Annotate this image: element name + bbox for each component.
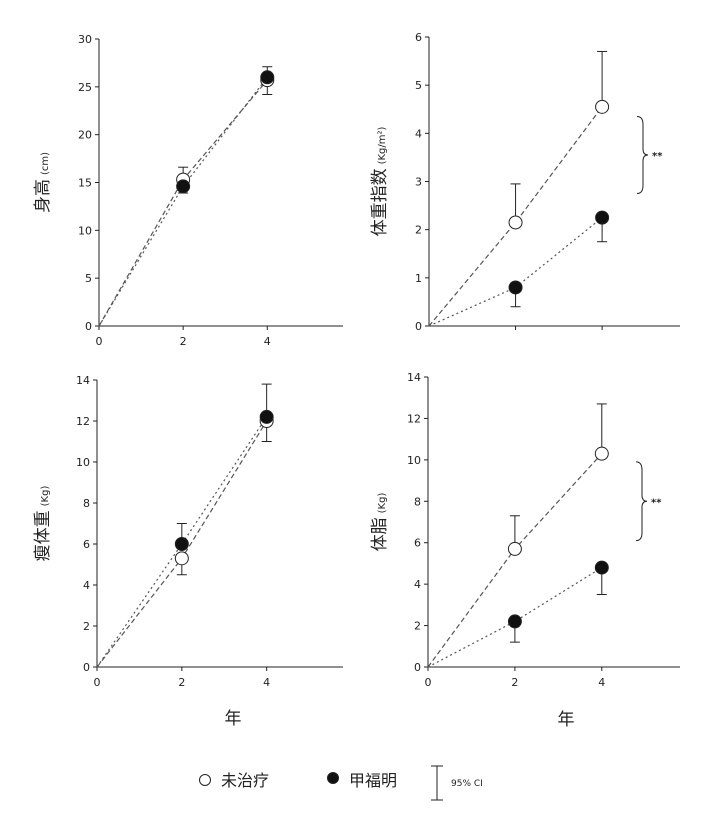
- data-point-untreated: [595, 99, 610, 114]
- x-tick-label: 2: [511, 676, 518, 689]
- y-tick-label: 0: [415, 320, 422, 333]
- y-tick-label: 12: [76, 415, 90, 428]
- data-point-untreated: [507, 541, 522, 556]
- data-point-treated: [259, 409, 274, 424]
- y-tick-label: 5: [415, 79, 422, 92]
- y-tick-label: 20: [78, 129, 92, 142]
- y-axis-label-unit: (Kg): [377, 493, 388, 514]
- x-tick-label: 4: [264, 335, 271, 348]
- series-line-untreated: [98, 79, 268, 327]
- legend-treated-label: 甲福明: [349, 771, 397, 790]
- x-tick-label: 0: [425, 676, 432, 689]
- y-axis-label: 体重指数 (Kg/m²): [370, 126, 390, 236]
- y-tick-label: 4: [414, 578, 421, 591]
- y-axis-label-main: 瘦体重: [33, 510, 53, 561]
- panel-1: 0 5 10 15 20 25 30 0 2 4 身高 (cm): [33, 33, 343, 348]
- series-line-untreated: [428, 106, 603, 327]
- y-tick-label: 14: [407, 371, 421, 384]
- y-tick-label: 30: [78, 33, 92, 46]
- data-point-untreated: [594, 446, 609, 461]
- y-axis-label-main: 体脂: [370, 517, 390, 551]
- y-axis-label: 体脂 (Kg): [370, 493, 390, 552]
- x-axis-label: 年: [225, 709, 242, 729]
- y-tick-label: 15: [78, 177, 92, 190]
- significance-bracket: [636, 115, 649, 195]
- significance-label: **: [651, 497, 662, 508]
- y-axis-label: 瘦体重 (Kg): [33, 486, 53, 562]
- data-point-untreated: [508, 215, 523, 230]
- data-point-treated: [508, 280, 523, 295]
- data-point-treated: [176, 179, 191, 194]
- y-tick-label: 25: [78, 81, 92, 94]
- data-point-treated: [594, 560, 609, 575]
- y-tick-label: 0: [414, 661, 421, 674]
- legend-untreated-marker: [199, 774, 211, 786]
- y-axis-label-main: 体重指数: [370, 168, 390, 236]
- y-tick-label: 14: [76, 374, 90, 387]
- y-tick-label: 10: [78, 224, 92, 237]
- y-axis-label-unit: (Kg/m²): [377, 126, 388, 164]
- x-tick-label: 4: [263, 676, 270, 689]
- panel-4: 0 2 4 6 8 10 12 14 0 2 4 体脂 (Kg) 年 **: [370, 371, 680, 730]
- legend-untreated-label: 未治疗: [221, 771, 269, 790]
- series-line-treated: [98, 76, 268, 327]
- y-tick-label: 6: [415, 31, 422, 44]
- legend: 未治疗 甲福明 95% CI: [199, 765, 483, 801]
- data-point-treated: [595, 210, 610, 225]
- y-tick-label: 8: [414, 495, 421, 508]
- y-tick-label: 6: [414, 537, 421, 550]
- y-axis-label-main: 身高: [33, 179, 53, 213]
- x-tick-label: 0: [96, 335, 103, 348]
- y-tick-label: 3: [415, 176, 422, 189]
- y-tick-label: 8: [83, 497, 90, 510]
- y-axis-label: 身高 (cm): [33, 152, 53, 213]
- x-axis-label: 年: [558, 710, 575, 730]
- x-tick-label: 0: [94, 676, 101, 689]
- y-tick-label: 2: [83, 620, 90, 633]
- y-tick-label: 10: [76, 456, 90, 469]
- y-tick-label: 1: [415, 272, 422, 285]
- series-line-treated: [96, 416, 268, 668]
- y-tick-label: 4: [83, 579, 90, 592]
- data-point-treated: [507, 614, 522, 629]
- y-tick-label: 10: [407, 454, 421, 467]
- y-tick-label: 6: [83, 538, 90, 551]
- data-point-untreated: [174, 551, 189, 566]
- y-tick-label: 0: [83, 661, 90, 674]
- x-tick-label: 2: [180, 335, 187, 348]
- legend-treated-marker: [327, 772, 339, 784]
- y-axis-label-unit: (cm): [40, 152, 51, 175]
- data-point-treated: [174, 537, 189, 551]
- y-tick-label: 2: [414, 620, 421, 633]
- series-line-treated: [428, 217, 603, 327]
- series-line-treated: [427, 567, 603, 668]
- x-tick-label: 4: [598, 676, 605, 689]
- y-tick-label: 0: [85, 320, 92, 333]
- y-tick-label: 2: [415, 224, 422, 237]
- y-tick-label: 5: [85, 272, 92, 285]
- y-tick-label: 4: [415, 127, 422, 140]
- legend-ci-label: 95% CI: [451, 779, 483, 789]
- data-point-treated: [260, 70, 275, 85]
- significance-bracket: [635, 461, 648, 542]
- y-tick-label: 12: [407, 412, 421, 425]
- y-axis-label-unit: (Kg): [40, 486, 51, 507]
- x-tick-label: 2: [178, 676, 185, 689]
- panel-3: 0 2 4 6 8 10 12 14 0 2 4 瘦体重 (Kg) 年: [33, 374, 343, 729]
- significance-label: **: [652, 151, 663, 162]
- panel-2: 0 1 2 3 4 5 6 体重指数 (Kg/m²) **: [370, 31, 680, 333]
